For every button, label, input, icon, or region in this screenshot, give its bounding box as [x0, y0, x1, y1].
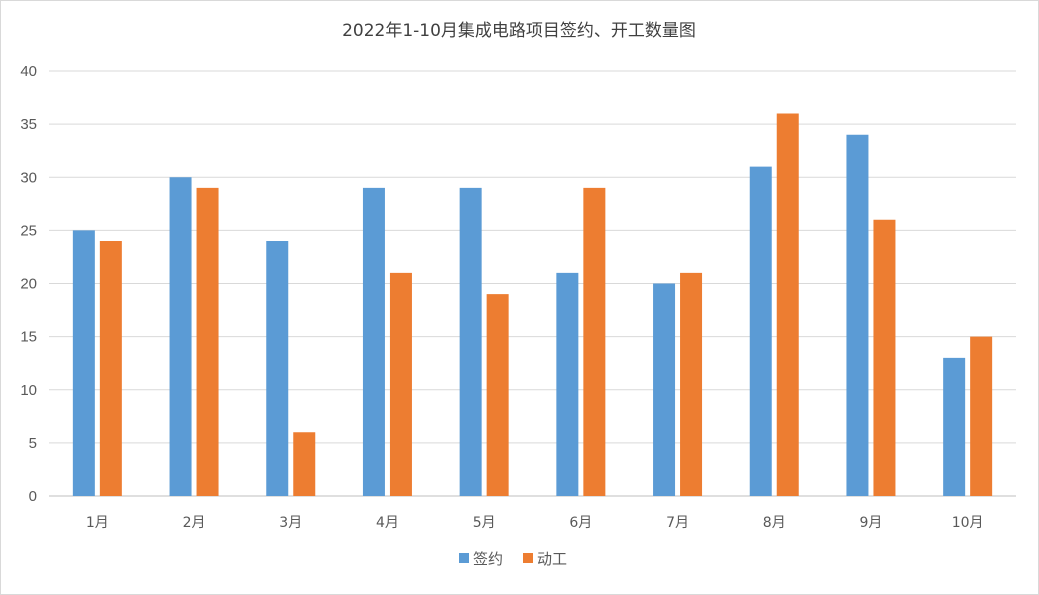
y-tick-label: 35 [20, 116, 37, 133]
legend-label: 签约 [473, 550, 503, 568]
legend: 签约 动工 [459, 550, 567, 568]
y-tick-label: 0 [29, 488, 37, 505]
y-tick-label: 10 [20, 382, 37, 399]
bar-series-1 [556, 272, 579, 496]
bar-series-1 [943, 357, 966, 496]
chart-title: 2022年1-10月集成电路项目签约、开工数量图 [342, 21, 696, 41]
bar-series-1 [362, 187, 385, 496]
legend-label: 动工 [537, 550, 567, 568]
bar-series-2 [389, 272, 412, 496]
bar-series-1 [653, 283, 676, 496]
legend-swatch [523, 553, 533, 563]
bar-series-2 [583, 187, 606, 496]
bars [72, 113, 993, 496]
x-tick-label: 10月 [952, 515, 984, 531]
x-tick-label: 1月 [86, 515, 109, 531]
bar-series-2 [776, 113, 799, 496]
bar-series-1 [169, 177, 192, 496]
x-tick-label: 5月 [473, 515, 496, 531]
bar-series-2 [99, 241, 122, 496]
x-tick-label: 2月 [183, 515, 206, 531]
x-tick-label: 9月 [859, 515, 882, 531]
bar-series-2 [486, 294, 509, 496]
x-axis-ticks: 1月 2月 3月 4月 5月 6月 7月 8月 9月 10月 [86, 515, 984, 531]
bar-series-2 [196, 187, 219, 496]
bar-series-1 [459, 187, 482, 496]
y-tick-label: 30 [20, 169, 37, 186]
bar-series-2 [970, 336, 993, 496]
x-tick-label: 3月 [279, 515, 302, 531]
y-tick-label: 5 [29, 435, 37, 452]
x-tick-label: 7月 [666, 515, 689, 531]
y-tick-label: 25 [20, 222, 37, 239]
bar-series-1 [72, 230, 95, 496]
bar-series-2 [873, 219, 896, 496]
y-tick-label: 20 [20, 276, 37, 293]
gridlines [49, 70, 1016, 497]
bar-series-2 [680, 272, 703, 496]
bar-series-1 [846, 134, 869, 496]
y-tick-label: 40 [20, 63, 37, 80]
x-tick-label: 8月 [763, 515, 786, 531]
x-tick-label: 6月 [569, 515, 592, 531]
y-tick-label: 15 [20, 329, 37, 346]
legend-swatch [459, 553, 469, 563]
bar-series-1 [266, 241, 289, 496]
x-tick-label: 4月 [376, 515, 399, 531]
bar-series-2 [293, 432, 316, 496]
y-axis-ticks: 0 5 10 15 20 25 30 35 40 [20, 63, 37, 505]
bar-series-1 [749, 166, 772, 496]
